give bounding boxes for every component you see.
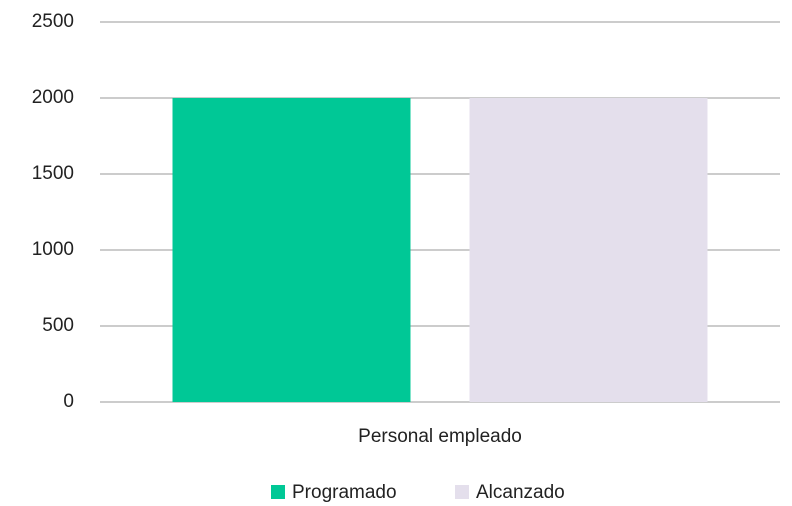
y-tick-label: 500 xyxy=(42,315,74,336)
y-tick-label: 1500 xyxy=(32,163,74,184)
legend-swatch xyxy=(271,485,285,499)
y-tick-label: 1000 xyxy=(32,239,74,260)
legend-label: Programado xyxy=(292,482,397,503)
x-tick-label: Personal empleado xyxy=(358,426,522,447)
y-tick-label: 2500 xyxy=(32,11,74,32)
legend-label: Alcanzado xyxy=(476,482,565,503)
legend-swatch xyxy=(455,485,469,499)
bar xyxy=(469,98,708,402)
y-tick-label: 2000 xyxy=(32,87,74,108)
bar xyxy=(172,98,411,402)
y-tick-label: 0 xyxy=(63,391,74,412)
